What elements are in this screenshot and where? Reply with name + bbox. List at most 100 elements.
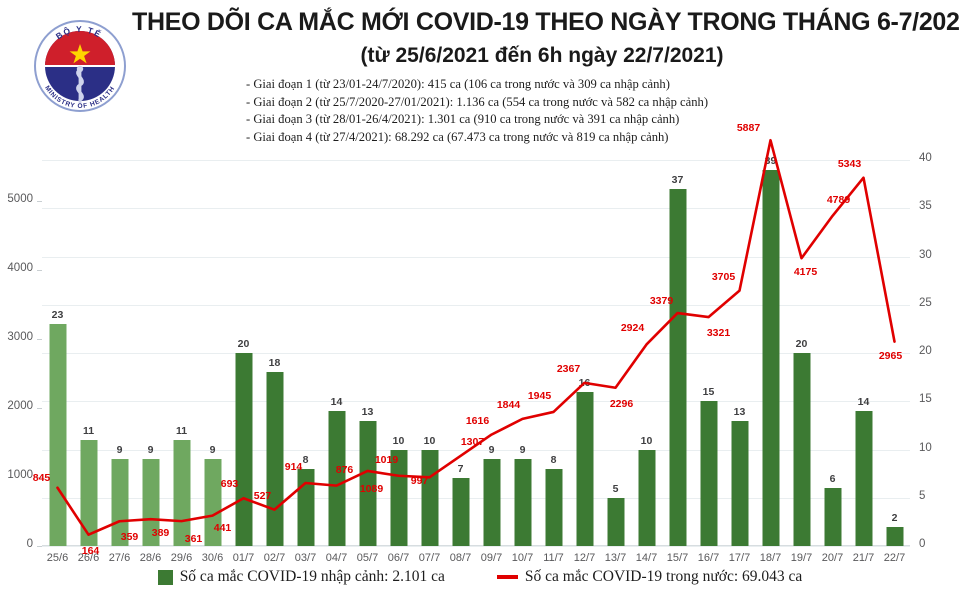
bar-09-7[interactable]	[483, 459, 500, 546]
bar-slot: 15 16/7	[693, 160, 724, 564]
bar-slot: 5 13/7	[600, 160, 631, 564]
x-tick-25-6: 25/6	[46, 552, 69, 564]
x-axis-line	[42, 545, 910, 546]
bar-value-label: 8	[302, 453, 309, 466]
bar-slot: 18 02/7	[259, 160, 290, 564]
line-value-label-04-7: 876	[335, 463, 354, 476]
bar-slot: 37 15/7	[662, 160, 693, 564]
bar-19-7[interactable]	[793, 353, 810, 546]
bar-26-6[interactable]	[80, 439, 97, 546]
line-value-label-20-7: 4789	[826, 193, 851, 206]
x-tick-21-7: 21/7	[852, 552, 875, 564]
bar-value-label: 39	[764, 154, 777, 167]
bar-value-label: 8	[550, 453, 557, 466]
bar-07-7[interactable]	[421, 449, 438, 546]
bar-slot: 9 27/6	[104, 160, 135, 564]
line-value-label-01-7: 693	[220, 478, 239, 491]
bar-14-7[interactable]	[638, 449, 655, 546]
bar-slot: 7 08/7	[445, 160, 476, 564]
x-tick-05-7: 05/7	[356, 552, 379, 564]
bar-slot: 9 28/6	[135, 160, 166, 564]
bar-slot: 14 04/7	[321, 160, 352, 564]
bar-16-7[interactable]	[700, 401, 717, 546]
x-tick-16-7: 16/7	[697, 552, 720, 564]
bar-29-6[interactable]	[173, 439, 190, 546]
x-tick-09-7: 09/7	[480, 552, 503, 564]
line-value-label-21-7: 5343	[837, 157, 862, 170]
y-tick-right-10: 10	[919, 441, 932, 454]
x-tick-08-7: 08/7	[449, 552, 472, 564]
bar-11-7[interactable]	[545, 468, 562, 546]
tick-mark	[37, 201, 42, 203]
bar-18-7[interactable]	[762, 169, 779, 546]
bar-12-7[interactable]	[576, 391, 593, 546]
bar-04-7[interactable]	[328, 410, 345, 546]
x-tick-14-7: 14/7	[635, 552, 658, 564]
bar-02-7[interactable]	[266, 372, 283, 546]
bar-value-label: 9	[147, 444, 154, 457]
bar-13-7[interactable]	[607, 497, 624, 546]
x-tick-06-7: 06/7	[387, 552, 410, 564]
bar-value-label: 10	[640, 434, 653, 447]
bar-03-7[interactable]	[297, 468, 314, 546]
y-tick-right-5: 5	[919, 489, 926, 502]
bar-value-label: 20	[795, 338, 808, 350]
bar-value-label: 14	[857, 395, 870, 408]
legend-item-domestic: Số ca mắc COVID-19 trong nước: 69.043 ca	[496, 568, 803, 586]
chart-area: 0 1000 2000 3000 4000 5000 0 5 10 15 20 25 30 35 40 2…	[0, 122, 960, 565]
bar-value-label: 9	[116, 444, 123, 457]
bar-20-7[interactable]	[824, 488, 841, 546]
x-tick-10-7: 10/7	[511, 552, 534, 564]
chart-legend: Số ca mắc COVID-19 nhập cảnh: 2.101 ca S…	[0, 568, 960, 586]
x-tick-28-6: 28/6	[139, 552, 162, 564]
line-value-label-06-7: 1019	[374, 453, 399, 466]
bar-slot: 20 19/7	[786, 160, 817, 564]
bar-value-label: 5	[612, 482, 619, 495]
line-value-label-28-6: 389	[151, 527, 170, 540]
bar-21-7[interactable]	[855, 410, 872, 546]
phase-line-2: - Giai đoạn 2 (từ 25/7/2020-27/01/2021):…	[246, 94, 709, 109]
bar-25-6[interactable]	[49, 324, 66, 546]
bar-22-7[interactable]	[886, 526, 903, 546]
y-tick-left-3000: 3000	[7, 331, 33, 344]
tick-mark	[37, 546, 42, 547]
legend-item-imported: Số ca mắc COVID-19 nhập cảnh: 2.101 ca	[157, 568, 445, 586]
line-value-label-22-7: 2965	[878, 349, 903, 362]
x-tick-11-7: 11/7	[543, 552, 564, 564]
y-tick-right-25: 25	[919, 296, 932, 309]
ministry-of-health-logo: BỘ Y TẾ MINISTRY OF HEALTH	[32, 12, 128, 120]
x-tick-30-6: 30/6	[201, 552, 224, 564]
phase-line-3: - Giai đoạn 3 (từ 28/01-26/4/2021): 1.30…	[246, 112, 680, 126]
page-title: THEO DÕI CA MẮC MỚI COVID-19 THEO NGÀY T…	[132, 8, 960, 36]
bar-10-7[interactable]	[514, 459, 531, 546]
bar-slot: 39 18/7	[755, 155, 786, 564]
bar-slot: 23 25/6	[42, 160, 73, 564]
bar-17-7[interactable]	[731, 420, 748, 546]
x-tick-17-7: 17/7	[728, 552, 751, 564]
bar-value-label: 14	[330, 395, 343, 408]
bar-value-label: 15	[702, 386, 715, 399]
bar-value-label: 10	[423, 434, 436, 447]
bar-08-7[interactable]	[452, 478, 469, 546]
bar-slot: 6 20/7	[817, 160, 848, 564]
bar-slot: 14 21/7	[848, 160, 879, 564]
legend-label-domestic: Số ca mắc COVID-19 trong nước: 69.043 ca	[524, 568, 803, 585]
line-value-label-05-7: 1089	[359, 482, 384, 495]
bar-value-label: 11	[82, 424, 95, 437]
legend-label-imported: Số ca mắc COVID-19 nhập cảnh: 2.101 ca	[179, 568, 445, 585]
y-tick-left-4000: 4000	[7, 262, 33, 275]
bar-slot: 10 06/7	[383, 160, 414, 565]
bar-01-7[interactable]	[235, 353, 252, 546]
bar-slot: 9 10/7	[507, 160, 538, 564]
bar-slot: 8 11/7	[538, 160, 569, 564]
bar-15-7[interactable]	[669, 188, 686, 546]
tick-mark	[37, 339, 42, 341]
x-tick-19-7: 19/7	[790, 552, 813, 564]
red-line-icon	[496, 575, 518, 579]
bar-slot: 11 29/6	[166, 160, 197, 564]
x-tick-01-7: 01/7	[232, 552, 255, 564]
line-value-label-10-7: 1844	[496, 398, 521, 411]
bar-slot: 8 03/7	[290, 160, 321, 564]
bar-slot: 13 17/7	[724, 160, 755, 564]
y-tick-right-15: 15	[919, 393, 932, 406]
